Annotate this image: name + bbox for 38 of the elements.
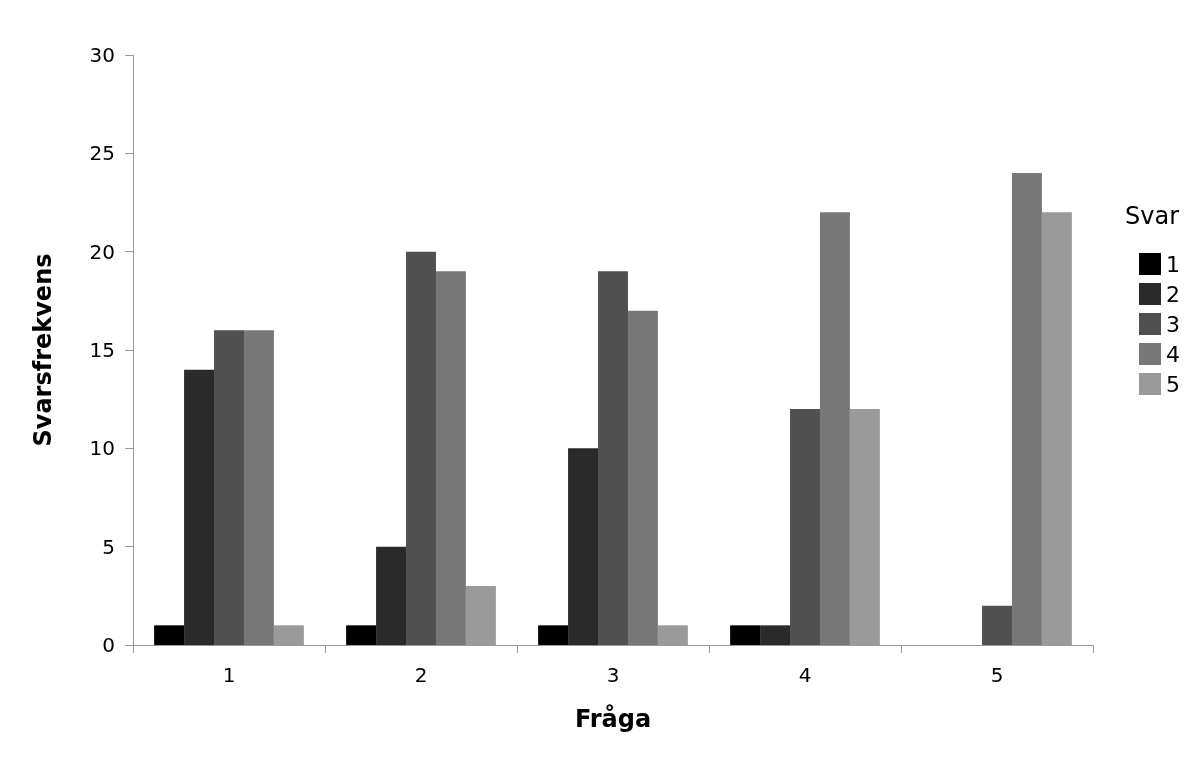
bar — [538, 625, 569, 645]
x-tick-label: 1 — [222, 663, 236, 687]
legend-label: 2 — [1166, 281, 1180, 307]
legend-label: 5 — [1166, 371, 1180, 397]
bar — [760, 625, 791, 645]
bar — [982, 605, 1012, 645]
y-axis-title: Svarsfrekvens — [29, 253, 57, 447]
y-tick-label: 0 — [102, 633, 115, 657]
legend-label: 1 — [1166, 251, 1180, 277]
bar — [406, 251, 436, 645]
x-tick-label: 3 — [606, 663, 620, 687]
bar — [243, 330, 274, 645]
bar — [627, 310, 658, 645]
bar — [790, 409, 820, 645]
bar — [568, 448, 599, 645]
legend-label: 3 — [1166, 311, 1180, 337]
bar — [435, 271, 466, 645]
y-tick-label: 15 — [89, 338, 115, 362]
bar — [346, 625, 377, 645]
bar — [154, 625, 185, 645]
bar — [730, 625, 761, 645]
bar — [1011, 173, 1042, 645]
y-tick-label: 25 — [89, 141, 115, 166]
y-tick-label: 30 — [89, 43, 115, 67]
bar — [214, 330, 244, 645]
y-tick-label: 20 — [89, 239, 115, 264]
y-tick-label: 10 — [89, 436, 115, 461]
legend-title: Svar — [1124, 202, 1180, 230]
bar — [598, 271, 628, 645]
bar — [819, 212, 850, 645]
bar — [376, 546, 407, 645]
legend-label: 4 — [1166, 341, 1180, 367]
x-tick-label: 5 — [990, 663, 1004, 687]
bar — [184, 369, 215, 645]
x-axis-title: Fråga — [574, 704, 652, 733]
y-tick-label: 5 — [102, 534, 115, 559]
x-tick-label: 4 — [798, 663, 812, 687]
x-tick-label: 2 — [414, 663, 428, 687]
